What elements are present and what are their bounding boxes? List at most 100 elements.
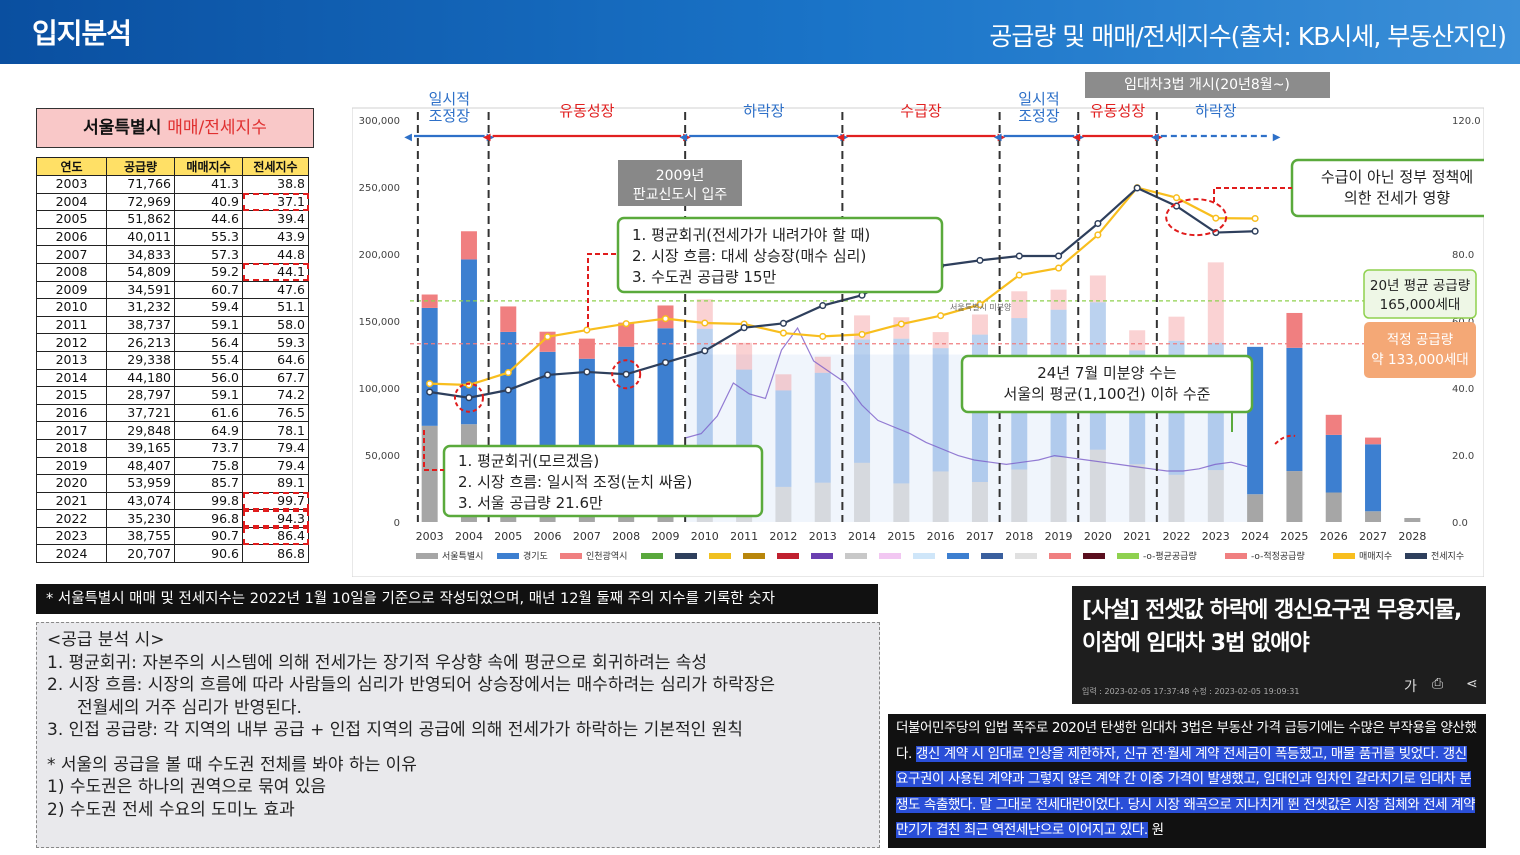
table-cell: 38.8 bbox=[242, 175, 309, 194]
table-cell: 38,737 bbox=[106, 315, 175, 335]
table-cell: 35,230 bbox=[106, 509, 175, 528]
table-cell: 90.7 bbox=[174, 526, 243, 546]
table-cell: 99.7 bbox=[242, 491, 309, 511]
table-cell: 72,969 bbox=[106, 192, 175, 212]
table-cell: 2022 bbox=[36, 509, 107, 528]
table-cell: 75.8 bbox=[174, 456, 243, 476]
legend-swatch bbox=[675, 553, 697, 559]
analysis-box-2-line: 3. 서울 공급량 21.6만 bbox=[458, 494, 603, 512]
print-icon[interactable]: ⎙ bbox=[1432, 676, 1444, 692]
table-row: 2021 43,074 99.8 99.7 bbox=[36, 491, 309, 511]
news-headline-card[interactable]: [사설] 전셋값 하락에 갱신요구권 무용지물, 이참에 임대차 3법 없애야 … bbox=[1072, 586, 1486, 704]
pangyo-text: 2009년 bbox=[656, 168, 705, 184]
table-cell: 2006 bbox=[36, 227, 107, 247]
legend-swatch bbox=[1117, 553, 1139, 559]
table-cell: 67.7 bbox=[242, 368, 309, 388]
x-tick-label: 2022 bbox=[1163, 530, 1191, 543]
news-body: 더불어민주당의 입법 폭주로 2020년 탄생한 임대차 3법은 부동산 가격 … bbox=[888, 714, 1486, 848]
x-tick-label: 2011 bbox=[730, 530, 758, 543]
table-cell: 2016 bbox=[36, 403, 107, 423]
legend-swatch bbox=[641, 553, 663, 559]
table-cell: 89.1 bbox=[242, 474, 309, 493]
bar-서울특별시 bbox=[1168, 474, 1185, 522]
phase-arrow-head: ▶ bbox=[998, 132, 1006, 143]
point-매매지수 bbox=[1172, 194, 1181, 202]
pangyo-text: 판교신도시 입주 bbox=[633, 187, 728, 203]
bar-서울특별시 bbox=[1207, 470, 1224, 522]
table-row: 2013 29,338 55.4 64.6 bbox=[36, 350, 309, 370]
table-row: 2017 29,848 64.9 78.1 bbox=[36, 421, 309, 440]
avg-supply-text: 165,000세대 bbox=[1380, 297, 1461, 313]
analysis-item-cont: 전월세의 거주 심리가 반영된다. bbox=[77, 697, 302, 718]
table-cell: 78.1 bbox=[242, 421, 309, 440]
table-cell: 2019 bbox=[36, 456, 107, 476]
table-cell: 44,180 bbox=[106, 368, 175, 388]
point-전세지수 bbox=[819, 302, 827, 310]
font-size-icon[interactable]: 가 bbox=[1404, 679, 1417, 695]
bar-서울특별시 bbox=[854, 462, 871, 522]
news-body-text: 더불어민주당의 입법 폭주로 2020년 탄생한 임대차 3법은 부동산 가격 … bbox=[896, 720, 1477, 762]
index-table: 연도 공급량 매매지수 전세지수 2003 71,766 41.3 38.8 2004 72,9… bbox=[36, 157, 309, 564]
legend-label: 매매지수 bbox=[1359, 551, 1392, 562]
table-cell: 54,809 bbox=[106, 262, 175, 282]
table-row: 2016 37,721 61.6 76.5 bbox=[36, 403, 309, 423]
x-tick-label: 2017 bbox=[966, 530, 994, 543]
x-tick-label: 2006 bbox=[534, 530, 562, 543]
right-tick-label: 20.0 bbox=[1452, 451, 1474, 462]
table-row: 2003 71,766 41.3 38.8 bbox=[36, 175, 309, 194]
x-tick-label: 2013 bbox=[809, 530, 837, 543]
table-cell: 2021 bbox=[36, 491, 107, 511]
bar-인천광역시 bbox=[775, 374, 792, 391]
table-row: 2023 38,755 90.7 86.4 bbox=[36, 526, 309, 546]
table-cell: 2008 bbox=[36, 262, 107, 282]
connector-arrow bbox=[1213, 187, 1292, 202]
analysis-box-1-line: 1. 평균회귀(전세가가 내려가야 할 때) bbox=[632, 226, 870, 244]
x-tick-label: 2005 bbox=[494, 530, 522, 543]
table-cell: 59.1 bbox=[174, 315, 243, 335]
left-tick-label: 250,000 bbox=[359, 183, 400, 194]
bar-서울특별시 bbox=[1129, 464, 1146, 522]
point-전세지수 bbox=[976, 256, 984, 264]
bar-서울특별시 bbox=[893, 483, 910, 522]
table-cell: 2018 bbox=[36, 438, 107, 458]
phase-arrow-head: ◀ bbox=[404, 132, 412, 143]
table-cell: 26,213 bbox=[106, 333, 175, 352]
right-tick-label: 0.0 bbox=[1452, 518, 1468, 529]
point-매매지수 bbox=[544, 333, 552, 341]
table-cell: 58.0 bbox=[242, 315, 309, 335]
table-cell: 40,011 bbox=[106, 227, 175, 247]
point-전세지수 bbox=[1133, 184, 1141, 192]
table-cell: 2015 bbox=[36, 386, 107, 405]
table-row: 2020 53,959 85.7 89.1 bbox=[36, 474, 309, 493]
table-cell: 76.5 bbox=[242, 403, 309, 423]
news-headline-line: [사설] 전셋값 하락에 갱신요구권 무용지물, bbox=[1082, 598, 1462, 623]
share-icon[interactable]: ⋖ bbox=[1466, 676, 1478, 692]
table-cell: 44.8 bbox=[242, 245, 309, 264]
table-cell: 59.3 bbox=[242, 333, 309, 352]
bar-인천광역시 bbox=[618, 322, 635, 347]
x-tick-label: 2024 bbox=[1241, 530, 1269, 543]
bar-인천광역시 bbox=[1286, 312, 1303, 348]
news-body-highlight: 갱신 계약 시 임대료 인상을 제한하자, 신규 전·월세 계약 전세금이 폭등… bbox=[896, 745, 1476, 838]
x-tick-label: 2016 bbox=[927, 530, 955, 543]
policy-text: 수급이 아닌 정부 정책에 bbox=[1321, 168, 1473, 186]
proper-supply-box bbox=[1364, 322, 1476, 378]
table-cell: 86.4 bbox=[242, 526, 309, 546]
left-tick-label: 300,000 bbox=[359, 116, 400, 127]
inset-label: 서울특별시 미분양 bbox=[950, 302, 1012, 312]
bar-서울특별시 bbox=[814, 482, 831, 522]
legend-label: 서울특별시 bbox=[442, 551, 483, 562]
table-row: 2015 28,797 59.1 74.2 bbox=[36, 386, 309, 405]
bar-경기도 bbox=[1325, 434, 1342, 493]
legend-swatch bbox=[947, 553, 969, 559]
legend-swatch bbox=[416, 553, 438, 559]
news-meta: 입력 : 2023-02-05 17:37:48 수정 : 2023-02-05… bbox=[1082, 687, 1300, 696]
point-전세지수 bbox=[426, 388, 434, 396]
analysis-box-2-line: 2. 시장 흐름: 일시적 조정(눈치 싸움) bbox=[458, 473, 692, 491]
phase-arrow-head: ▶ bbox=[683, 132, 691, 143]
bar-인천광역시 bbox=[971, 314, 988, 335]
bar-경기도 bbox=[421, 307, 438, 426]
analysis-box-1-line: 3. 수도권 공급량 15만 bbox=[632, 268, 777, 286]
point-매매지수 bbox=[661, 315, 670, 323]
why-item: 1) 수도권은 하나의 권역으로 묶여 있음 bbox=[47, 777, 327, 797]
